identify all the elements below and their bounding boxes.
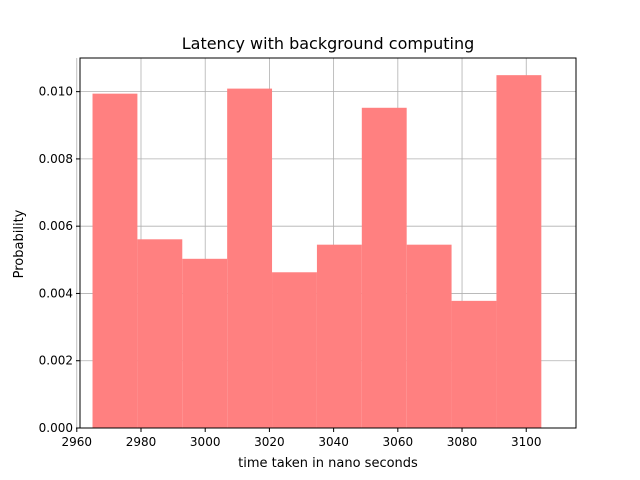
x-tick-label: 3040	[318, 435, 349, 449]
histogram-bar	[361, 107, 407, 429]
axis-ticks: 2960 2980 3000 3020 3040 3060 3080 3100 0.000 0.0…	[39, 85, 542, 449]
x-tick-label: 3060	[383, 435, 414, 449]
chart-title: Latency with background computing	[182, 34, 475, 53]
histogram-bars	[92, 75, 542, 429]
y-axis-label: Probability	[12, 209, 27, 278]
histogram-bar	[137, 239, 183, 428]
y-tick-label: 0.004	[39, 286, 73, 300]
histogram-bar	[92, 93, 138, 429]
x-tick-label: 3020	[254, 435, 285, 449]
histogram-bar	[182, 258, 228, 428]
x-tick-label: 3100	[511, 435, 542, 449]
y-tick-label: 0.008	[39, 152, 73, 166]
histogram-bar	[406, 244, 452, 428]
x-tick-label: 3080	[447, 435, 478, 449]
y-tick-label: 0.010	[39, 85, 73, 99]
histogram-bar	[451, 300, 497, 428]
histogram-bar	[227, 88, 273, 428]
histogram-bar	[496, 75, 542, 429]
histogram-bar	[272, 272, 317, 428]
plot-frame	[79, 57, 577, 429]
y-tick-label: 0.006	[39, 219, 73, 233]
x-tick-label: 3000	[190, 435, 221, 449]
x-axis-label: time taken in nano seconds	[238, 456, 418, 471]
histogram-bar	[316, 244, 362, 428]
x-tick-label: 2960	[62, 435, 93, 449]
x-tick-label: 2980	[126, 435, 157, 449]
y-tick-label: 0.000	[39, 421, 73, 435]
y-tick-label: 0.002	[39, 354, 73, 368]
